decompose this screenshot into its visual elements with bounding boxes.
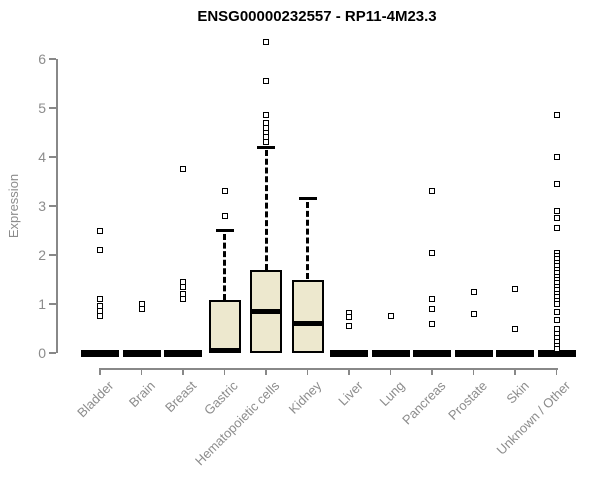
x-tick-label: Kidney: [285, 378, 325, 417]
outlier-point: [553, 325, 560, 332]
x-tick: [348, 368, 350, 375]
y-tick-label: 2: [38, 247, 46, 263]
zero-box-bar: [330, 349, 368, 357]
x-tick: [306, 368, 309, 375]
outlier-point: [346, 313, 352, 320]
x-tick: [431, 368, 433, 375]
outlier-point: [429, 305, 435, 312]
x-tick: [140, 368, 143, 375]
outlier-point: [470, 310, 477, 317]
x-tick: [472, 368, 475, 375]
y-tick-label: 1: [38, 296, 46, 312]
outlier-point: [221, 212, 228, 219]
outlier-point: [180, 296, 186, 303]
outlier-point: [97, 313, 103, 320]
zero-box-bar: [164, 349, 202, 357]
x-tick: [514, 368, 516, 375]
zero-box-bar: [496, 349, 534, 357]
y-axis-line: [56, 59, 58, 353]
y-tick: [49, 156, 56, 158]
outlier-point: [97, 296, 103, 303]
x-tick-label: Liver: [335, 378, 366, 409]
outlier-point: [263, 38, 269, 45]
whisker-cap: [215, 229, 234, 232]
zero-box-bar: [413, 349, 451, 357]
box: [291, 279, 324, 353]
outlier-point: [553, 308, 560, 315]
outlier-point: [553, 346, 560, 353]
outlier-point: [180, 166, 186, 173]
x-tick-label: Breast: [162, 378, 200, 416]
outlier-point: [553, 207, 560, 214]
outlier-point: [553, 154, 560, 160]
median-line: [210, 348, 239, 354]
x-tick-label: Pancreas: [399, 378, 449, 428]
x-tick-label: Prostate: [445, 378, 491, 423]
x-tick-label: Gastric: [201, 378, 242, 418]
x-tick-label: Brain: [126, 378, 159, 411]
outlier-point: [429, 296, 435, 303]
outlier-point: [97, 247, 103, 254]
outlier-point: [429, 188, 435, 195]
y-tick: [49, 303, 56, 305]
whisker-cap: [298, 197, 317, 201]
outlier-point: [180, 283, 186, 290]
y-tick: [49, 58, 56, 60]
outlier-point: [429, 249, 435, 256]
zero-box-bar: [537, 349, 576, 357]
x-tick: [389, 368, 392, 375]
outlier-point: [553, 112, 560, 119]
outlier-point: [387, 313, 394, 320]
y-tick-label: 6: [38, 51, 46, 67]
outlier-point: [553, 215, 560, 222]
x-tick-label: Skin: [503, 378, 532, 407]
zero-box-bar: [371, 349, 410, 357]
chart-title: ENSG00000232557 - RP11-4M23.3: [197, 8, 437, 25]
outlier-point: [553, 317, 560, 324]
y-tick-label: 5: [38, 100, 46, 116]
y-tick-label: 4: [38, 149, 46, 165]
y-tick-label: 0: [38, 345, 46, 361]
outlier-point: [263, 139, 269, 146]
x-tick: [223, 368, 226, 375]
zero-box-bar: [122, 349, 161, 357]
outlier-point: [512, 325, 518, 332]
x-axis-line: [99, 368, 558, 370]
outlier-point: [138, 305, 145, 312]
zero-box-bar: [81, 349, 119, 357]
whisker-line: [264, 150, 268, 270]
outlier-point: [263, 112, 269, 119]
y-tick: [49, 254, 56, 256]
outlier-point: [429, 320, 435, 327]
outlier-point: [553, 301, 560, 307]
median-line: [252, 308, 280, 314]
whisker-cap: [257, 145, 275, 149]
x-tick: [182, 368, 184, 375]
y-tick-label: 3: [38, 198, 46, 214]
x-tick: [555, 368, 558, 375]
x-tick-label: Lung: [376, 378, 408, 410]
y-tick: [49, 107, 56, 109]
whisker-line: [223, 233, 226, 301]
outlier-point: [553, 180, 560, 187]
outlier-point: [221, 188, 228, 195]
zero-box-bar: [454, 349, 493, 357]
x-tick-label: Unknown / Other: [493, 378, 574, 458]
x-tick: [99, 368, 101, 375]
y-tick: [49, 352, 56, 354]
y-tick: [49, 205, 56, 207]
outlier-point: [346, 323, 352, 330]
x-tick: [265, 368, 267, 375]
whisker-line: [306, 201, 309, 280]
outlier-point: [263, 78, 269, 85]
box: [208, 300, 241, 353]
outlier-point: [470, 288, 477, 295]
x-tick-label: Bladder: [74, 378, 117, 421]
outlier-point: [512, 286, 518, 293]
median-line: [293, 321, 322, 327]
outlier-point: [553, 225, 560, 232]
outlier-point: [97, 227, 103, 234]
